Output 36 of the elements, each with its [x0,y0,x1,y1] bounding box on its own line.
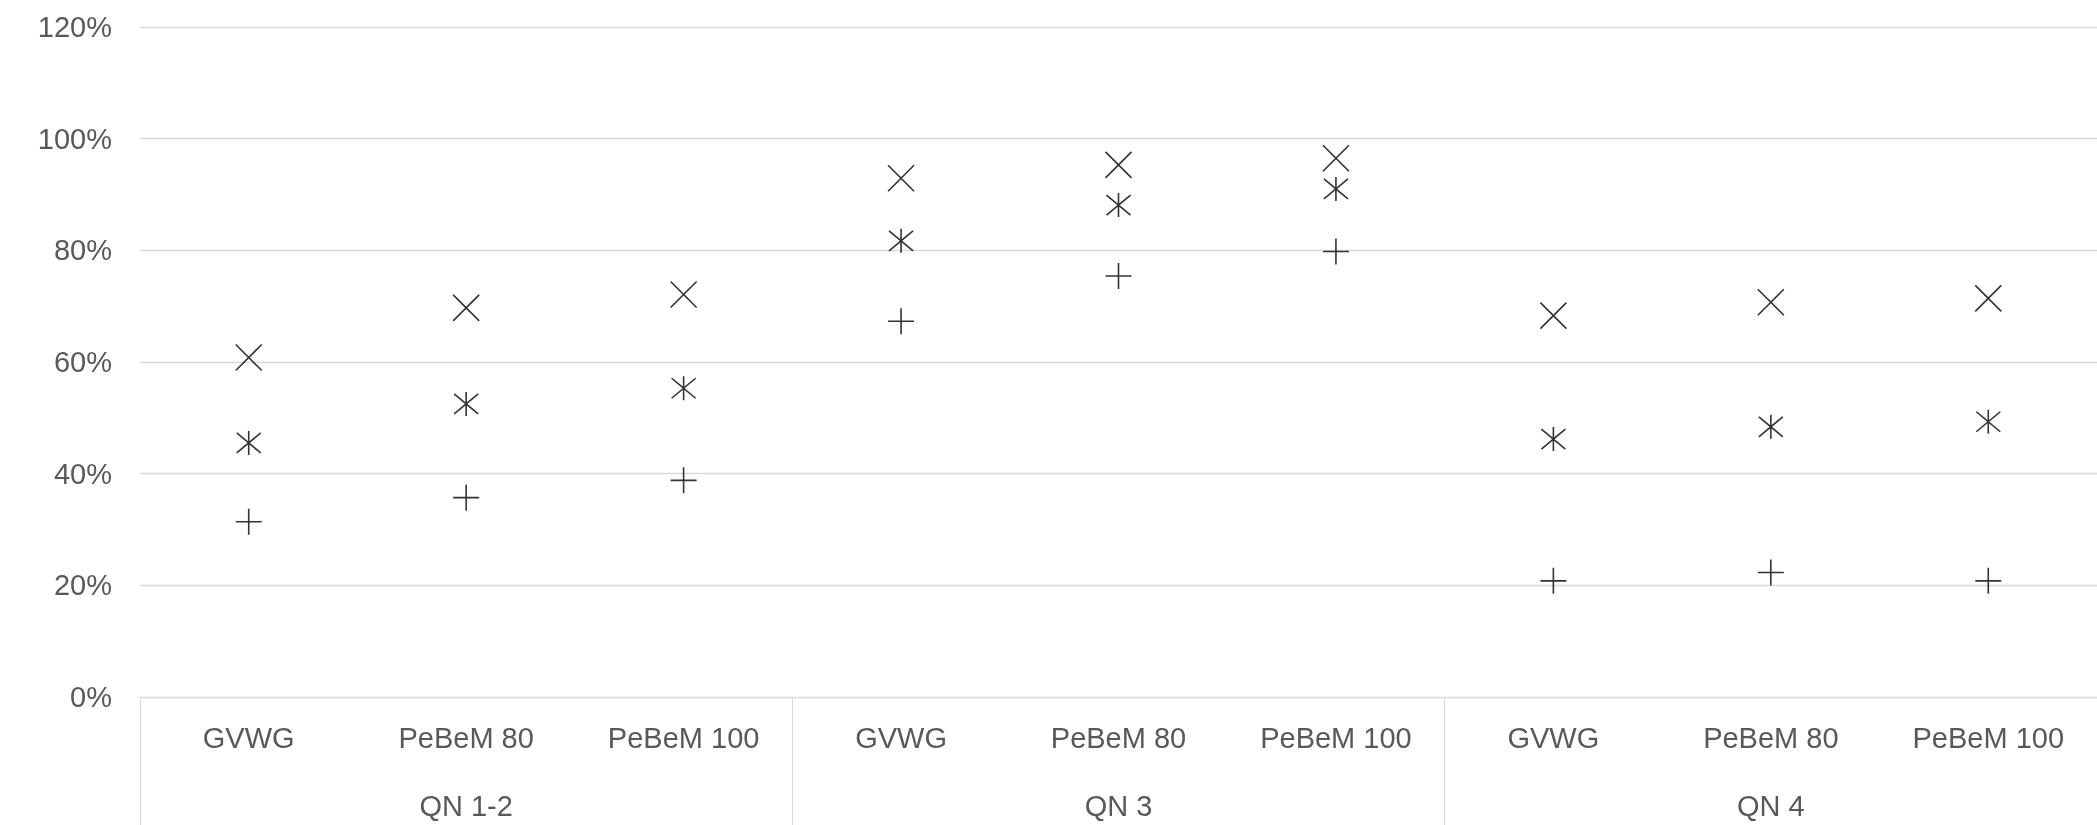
point [1974,567,2003,595]
point [1104,151,1133,179]
x-tick-label: PeBeM 80 [398,721,534,754]
text: QN 4 [1736,789,1805,822]
point [1322,144,1350,173]
point [1757,558,1785,587]
x-tick-label: PeBeM 80 [1050,721,1187,754]
x-tick-label: PeBeM 100 [607,721,760,754]
point [1539,567,1568,595]
y-tick-label: 80% [53,234,112,267]
x-tick-label: PeBeM 100 [1260,721,1412,754]
x-tick-label: GVWG [202,721,295,754]
text: QN 3 [1084,789,1153,822]
point [1974,284,2003,313]
x-tick-label: GVWG [1507,721,1600,754]
point [234,507,263,536]
text: QN 1-2 [419,789,513,822]
y-tick-label: 100% [37,122,112,155]
x-tick-label: PeBeM 80 [1703,721,1839,754]
point [1322,237,1350,266]
y-tick-label: 120% [37,11,112,43]
point [669,280,698,309]
point [1104,262,1133,290]
y-tick-label: 40% [53,457,112,490]
point [669,466,698,495]
point [452,294,480,322]
point [234,343,263,372]
y-tick-label: 0% [70,681,112,713]
point [452,483,480,512]
point [887,164,915,193]
x-tick-label: GVWG [855,721,947,754]
y-tick-label: 20% [53,569,112,602]
x-tick-label: PeBeM 100 [1912,721,2065,754]
y-tick-label: 60% [53,346,112,378]
point [1539,301,1568,330]
point [1757,288,1785,317]
